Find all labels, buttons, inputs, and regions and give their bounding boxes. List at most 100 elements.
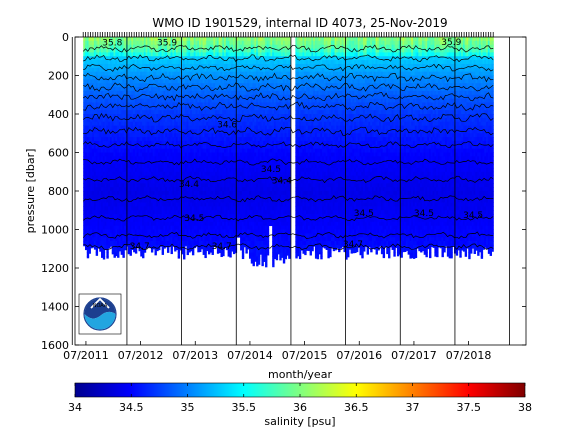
heat-cell xyxy=(102,237,106,242)
heat-cell xyxy=(111,187,115,192)
heat-cell xyxy=(115,171,118,176)
heat-cell xyxy=(104,129,107,134)
heat-cell xyxy=(136,148,140,153)
heat-cell xyxy=(86,225,90,230)
heat-cell xyxy=(106,63,109,69)
heat-cell xyxy=(106,217,109,223)
heat-cell xyxy=(99,133,102,138)
heat-cell xyxy=(97,152,100,157)
heat-cell xyxy=(101,114,104,119)
heat-cell xyxy=(117,87,120,92)
heat-cell xyxy=(117,187,120,192)
heat-cell xyxy=(133,37,136,42)
heat-cell xyxy=(138,110,141,115)
heat-cell xyxy=(129,137,132,142)
heat-cell xyxy=(111,252,115,255)
heat-cell xyxy=(108,175,111,180)
heat-cell xyxy=(117,133,120,138)
heat-cell xyxy=(113,75,116,80)
heat-cell xyxy=(92,48,95,53)
heat-cell xyxy=(115,48,118,53)
heat-cell xyxy=(88,214,91,219)
heat-cell xyxy=(118,152,122,157)
heat-cell xyxy=(88,106,91,111)
heat-cell xyxy=(115,175,118,180)
heat-cell xyxy=(88,44,91,49)
heat-cell xyxy=(120,167,124,173)
heat-cell xyxy=(129,106,132,111)
heat-cell xyxy=(127,90,131,96)
heat-cell xyxy=(113,244,116,250)
heat-cell xyxy=(111,87,115,92)
heat-cell xyxy=(133,229,136,234)
heat-cell xyxy=(84,194,88,200)
heat-cell xyxy=(113,60,116,65)
heat-cell xyxy=(122,160,125,165)
heat-cell xyxy=(113,125,116,130)
heat-cell xyxy=(106,229,109,234)
heat-cell xyxy=(129,71,132,76)
heat-cell xyxy=(124,171,127,176)
heat-cell xyxy=(95,187,99,192)
heat-cell xyxy=(136,171,140,176)
heat-cell xyxy=(102,60,106,65)
heat-cell xyxy=(229,252,232,257)
heat-cell xyxy=(134,71,138,76)
heat-cell xyxy=(108,221,111,227)
heat-cell xyxy=(92,217,95,223)
heat-cell xyxy=(106,114,109,119)
heat-cell xyxy=(131,67,134,73)
heat-cell xyxy=(101,171,104,176)
heat-cell xyxy=(99,167,102,173)
heat-cell xyxy=(124,248,127,251)
heat-cell xyxy=(134,67,138,73)
heat-cell xyxy=(111,167,115,173)
heat-column xyxy=(93,37,97,250)
heat-cell xyxy=(86,210,90,215)
heat-cell xyxy=(120,229,124,234)
heat-cell xyxy=(88,183,91,188)
heat-cell xyxy=(115,225,118,230)
heat-cell xyxy=(104,164,107,169)
heat-cell xyxy=(129,244,132,250)
heat-cell xyxy=(83,83,86,88)
heat-cell xyxy=(93,94,97,99)
heat-cell xyxy=(108,83,111,88)
heat-cell xyxy=(111,179,115,184)
heat-cell xyxy=(97,121,100,126)
heat-cell xyxy=(117,137,120,142)
heat-cell xyxy=(127,152,131,157)
heat-cell xyxy=(133,148,136,153)
heat-cell xyxy=(90,90,93,96)
heat-cell xyxy=(133,167,136,173)
heat-cell xyxy=(113,210,116,215)
heat-cell xyxy=(129,129,132,134)
heat-cell xyxy=(108,229,111,234)
heat-cell xyxy=(95,83,99,88)
heat-cell xyxy=(127,194,131,200)
heat-cell xyxy=(102,217,106,223)
heat-cell xyxy=(117,144,120,150)
heat-cell xyxy=(120,164,124,169)
heat-cell xyxy=(120,233,124,238)
heat-cell xyxy=(101,83,104,88)
heat-cell xyxy=(138,194,141,200)
heat-cell xyxy=(84,63,88,69)
heat-cell xyxy=(83,144,86,150)
heat-cell xyxy=(88,37,91,42)
heat-cell xyxy=(133,248,136,253)
heat-cell xyxy=(106,87,109,92)
heat-cell xyxy=(86,83,90,88)
heat-cell xyxy=(88,198,91,203)
heat-cell xyxy=(83,167,86,173)
heat-cell xyxy=(115,98,118,103)
heat-cell xyxy=(136,140,140,146)
heat-cell xyxy=(102,148,106,153)
heat-cell xyxy=(120,214,124,219)
heat-cell xyxy=(111,71,115,76)
heat-cell xyxy=(97,171,100,176)
heat-cell xyxy=(95,194,99,200)
heat-cell xyxy=(117,202,120,207)
heat-cell xyxy=(118,144,122,150)
heat-cell xyxy=(88,171,91,176)
